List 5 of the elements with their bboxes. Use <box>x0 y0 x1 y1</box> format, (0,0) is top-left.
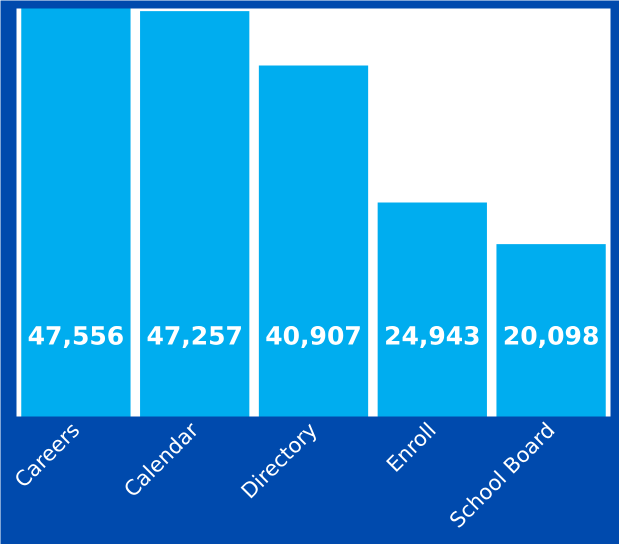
data-label: 47,556 <box>28 321 124 350</box>
data-label: 24,943 <box>384 321 481 350</box>
data-label: 40,907 <box>265 321 362 350</box>
data-label: 47,257 <box>146 321 243 350</box>
data-label: 20,098 <box>502 321 600 350</box>
